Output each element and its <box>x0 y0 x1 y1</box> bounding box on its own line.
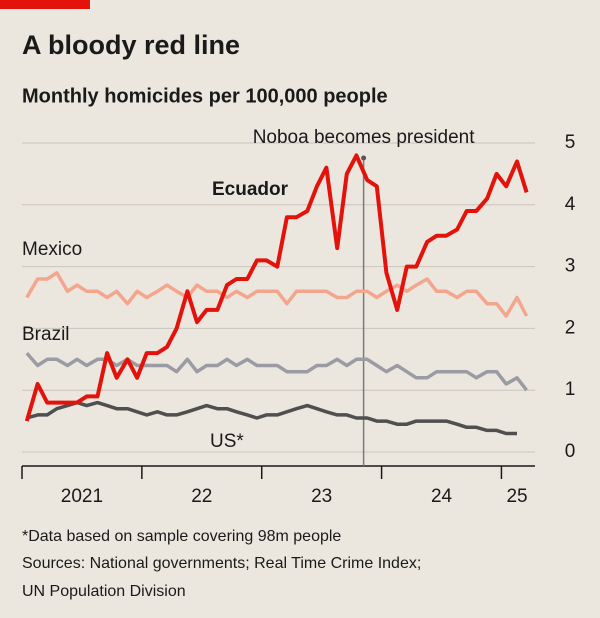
series-label: Mexico <box>22 239 82 260</box>
footnote: *Data based on sample covering 98m peopl… <box>22 528 341 545</box>
footnote: Sources: National governments; Real Time… <box>22 555 421 572</box>
series-line <box>24 153 529 422</box>
annotation: Noboa becomes president <box>253 127 476 148</box>
chart-title: A bloody red line <box>22 30 240 60</box>
y-tick-label: 2 <box>565 317 576 338</box>
x-tick-label: 25 <box>506 486 527 507</box>
series-label: Brazil <box>22 324 70 345</box>
y-tick-label: 5 <box>565 132 576 153</box>
y-tick-label: 3 <box>565 256 576 277</box>
x-tick-label: 23 <box>311 486 332 507</box>
footnote: UN Population Division <box>22 583 186 600</box>
brand-bar <box>0 0 90 9</box>
x-tick-label: 22 <box>191 486 212 507</box>
chart-subtitle: Monthly homicides per 100,000 people <box>22 85 388 107</box>
series-line <box>25 271 529 318</box>
y-tick-label: 4 <box>565 194 576 215</box>
annotation-dot <box>361 155 367 161</box>
y-tick-label: 1 <box>565 379 576 400</box>
series-label: US* <box>210 431 244 452</box>
series-line <box>26 400 517 436</box>
x-tick-label: 2021 <box>61 486 103 507</box>
series-label: Ecuador <box>212 179 289 200</box>
x-tick-label: 24 <box>431 486 453 507</box>
y-tick-label: 0 <box>565 441 576 462</box>
